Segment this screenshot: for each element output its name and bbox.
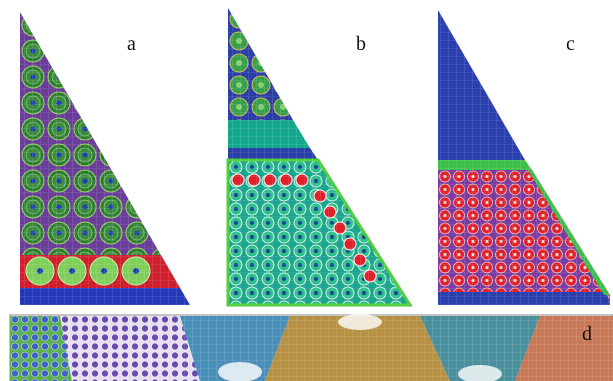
mesh-grid [180, 316, 613, 381]
panel-label: d [582, 323, 592, 345]
mesh-region [60, 316, 200, 381]
mesh-grid [228, 8, 410, 305]
panel-c: c [438, 10, 610, 305]
panel-a: a [20, 12, 210, 305]
mask [20, 12, 210, 305]
panel-b: b [226, 8, 413, 307]
panel-d: d [9, 314, 613, 381]
panel-label: a [127, 33, 136, 55]
panel-label: b [356, 33, 366, 55]
mesh-grid [438, 10, 610, 305]
panel-label: c [566, 33, 575, 55]
mesh-region [10, 316, 72, 381]
